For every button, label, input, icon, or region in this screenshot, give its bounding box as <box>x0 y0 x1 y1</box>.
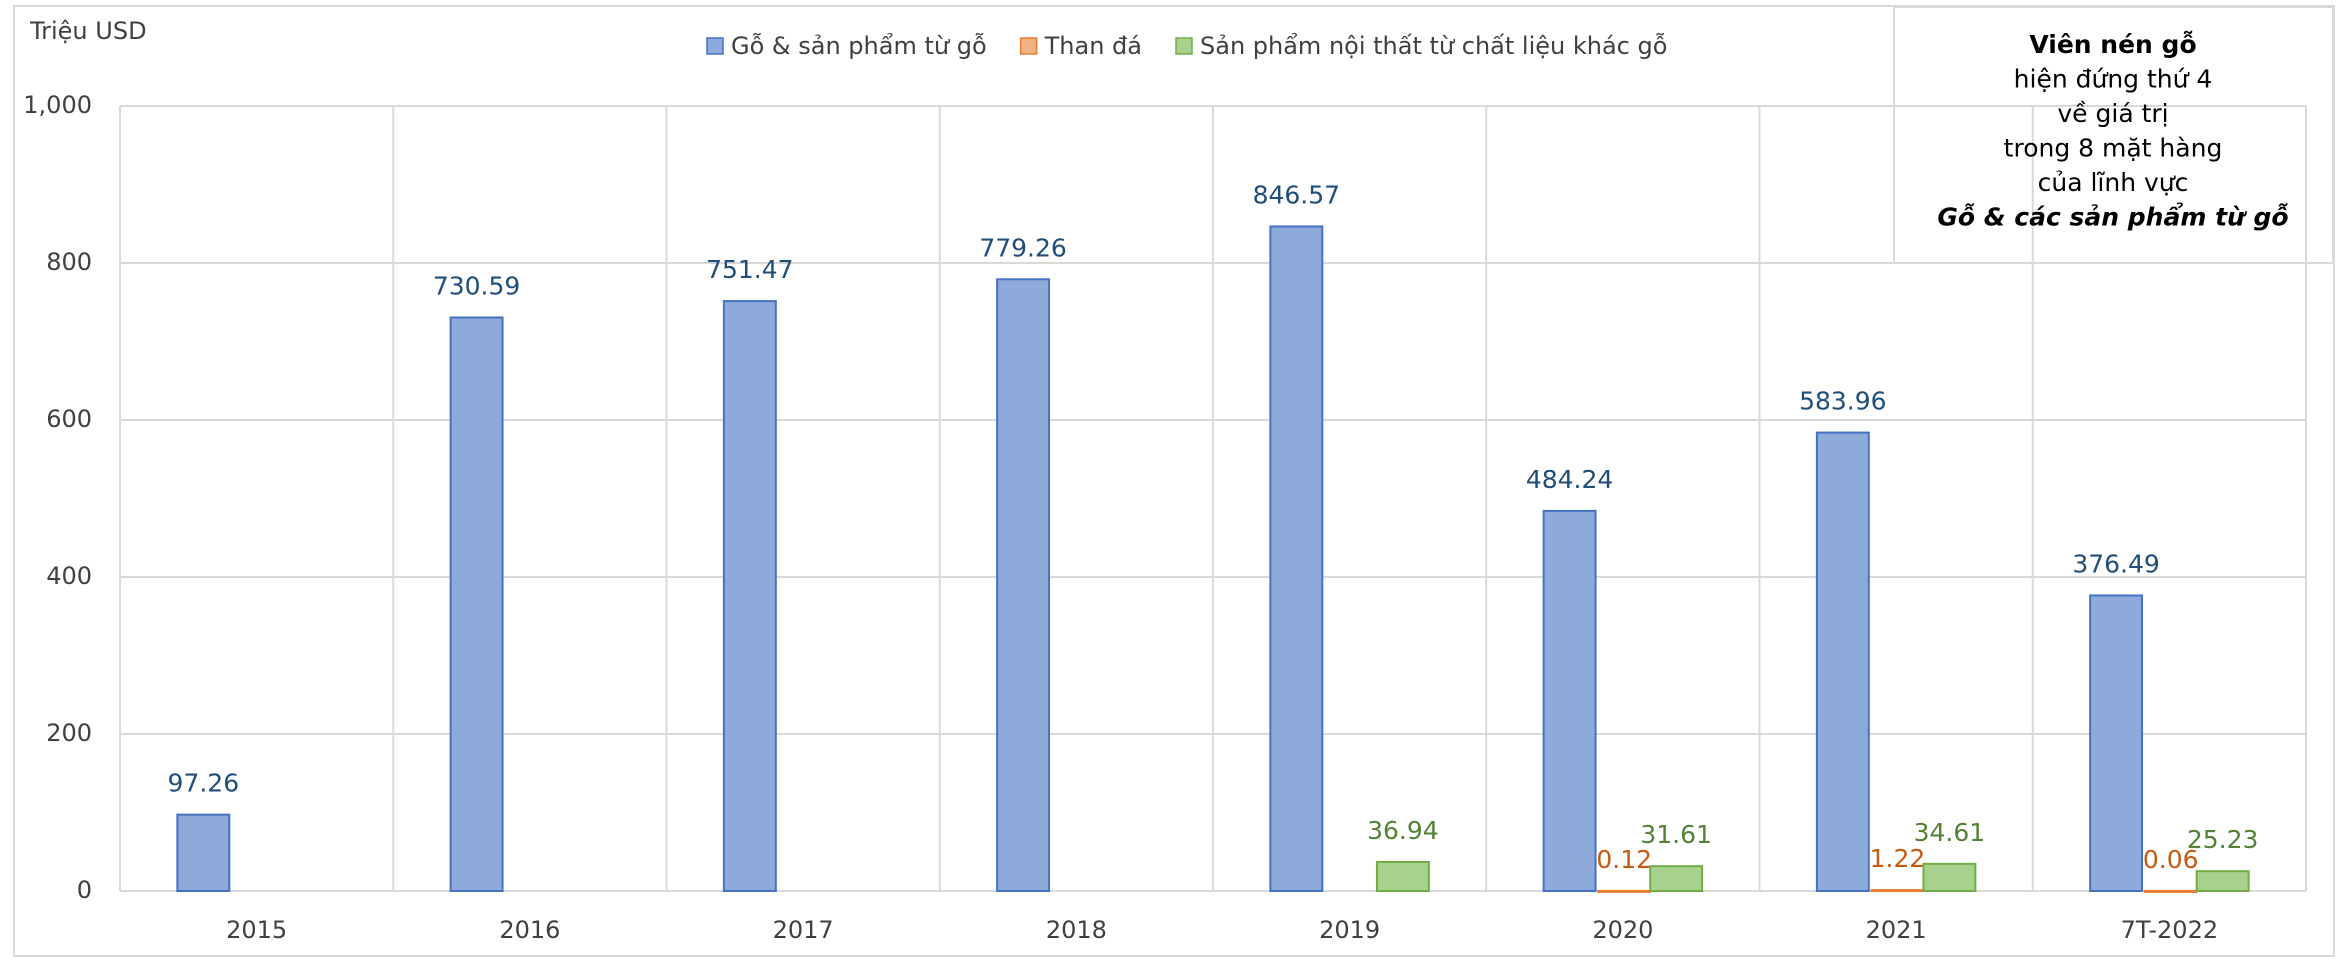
annotation-line: của lĩnh vực <box>2038 168 2189 197</box>
value-label: 34.61 <box>1914 818 1986 847</box>
y-axis-label: Triệu USD <box>29 17 147 45</box>
x-tick-label: 2015 <box>226 916 287 944</box>
legend-swatch <box>706 37 724 55</box>
annotation-line: về giá trị <box>2057 99 2168 128</box>
y-tick-label: 0 <box>77 876 92 904</box>
value-label: 97.26 <box>168 769 240 798</box>
legend-label: Sản phẩm nội thất từ chất liệu khác gỗ <box>1200 31 1667 60</box>
bar <box>2143 889 2198 893</box>
x-tick-label: 2019 <box>1319 916 1380 944</box>
value-label: 730.59 <box>433 271 520 300</box>
value-label: 25.23 <box>2187 825 2259 854</box>
x-tick-label: 2016 <box>499 916 560 944</box>
x-tick-label: 7T-2022 <box>2121 916 2218 944</box>
value-label: 484.24 <box>1526 465 1613 494</box>
value-label: 376.49 <box>2072 549 2159 578</box>
y-tick-label: 400 <box>46 562 92 590</box>
bar <box>996 278 1051 893</box>
bar <box>1815 431 1870 892</box>
bar <box>2195 870 2250 893</box>
legend-swatch <box>1175 37 1193 55</box>
annotation-box <box>1893 6 2334 264</box>
legend-label: Gỗ & sản phẩm từ gỗ <box>731 31 987 60</box>
x-tick-label: 2017 <box>773 916 834 944</box>
bar <box>1542 509 1597 892</box>
y-tick-label: 200 <box>46 719 92 747</box>
x-tick-label: 2018 <box>1046 916 1107 944</box>
y-tick-label: 800 <box>46 248 92 276</box>
bar <box>176 813 231 892</box>
annotation-line: trong 8 mặt hàng <box>2004 134 2223 163</box>
bar <box>1922 862 1977 893</box>
value-label: 846.57 <box>1253 180 1340 209</box>
value-label: 0.12 <box>1596 845 1652 874</box>
value-label: 751.47 <box>706 255 793 284</box>
value-label: 0.06 <box>2143 845 2199 874</box>
bar <box>1870 889 1925 893</box>
value-label: 31.61 <box>1640 820 1712 849</box>
annotation-line: Viên nén gỗ <box>2029 30 2196 59</box>
value-label: 1.22 <box>1870 844 1926 873</box>
annotation-line: Gỗ & các sản phẩm từ gỗ <box>1937 202 2288 232</box>
y-tick-label: 600 <box>46 405 92 433</box>
value-label: 779.26 <box>979 233 1066 262</box>
annotation-line: hiện đứng thứ 4 <box>2014 65 2213 94</box>
x-tick-label: 2021 <box>1866 916 1927 944</box>
bar <box>449 316 504 892</box>
x-tick-label: 2020 <box>1592 916 1653 944</box>
value-label: 583.96 <box>1799 387 1886 416</box>
value-label: 36.94 <box>1367 816 1439 845</box>
bar <box>1649 865 1704 893</box>
bar <box>1597 889 1652 893</box>
legend-swatch <box>1019 37 1038 55</box>
bar <box>2089 594 2144 892</box>
bar <box>1269 225 1324 892</box>
legend-label: Than đá <box>1044 32 1142 60</box>
bar <box>1375 861 1430 892</box>
bar <box>722 300 777 892</box>
y-tick-label: 1,000 <box>23 91 92 119</box>
